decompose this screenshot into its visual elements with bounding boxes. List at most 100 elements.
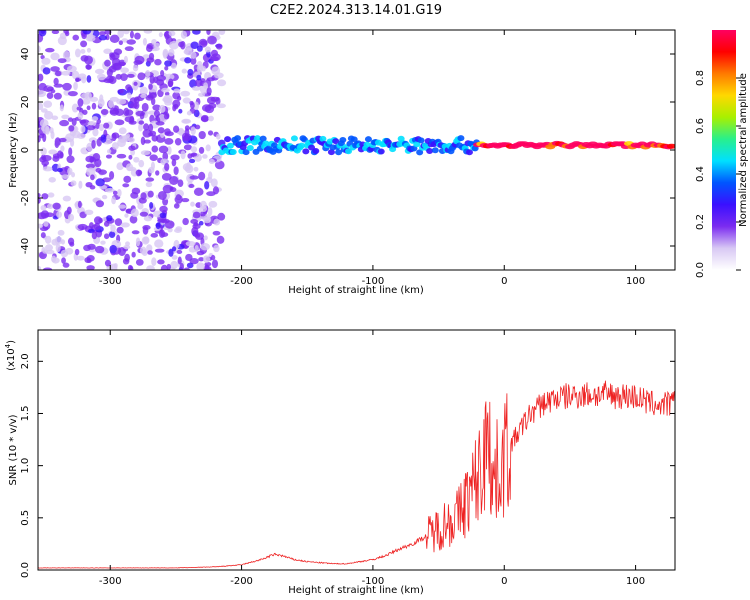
spectrogram-cell [99, 94, 104, 103]
y-tick-label: 1.0 [20, 458, 31, 474]
spectrogram-cell [96, 73, 106, 81]
x-tick-label: -200 [230, 576, 253, 587]
spectrogram-cell [120, 73, 128, 82]
spectrogram-cell [159, 104, 166, 113]
spectrogram-cell [118, 127, 127, 135]
spectrogram-cell [190, 57, 197, 65]
spectrogram-cell [206, 87, 212, 96]
spectrogram-cell [377, 148, 385, 155]
spectrogram-cell [106, 215, 113, 222]
spectrogram-cell [194, 244, 199, 253]
spectrogram-cell [148, 83, 153, 90]
spectrogram-cell [204, 46, 211, 53]
spectrogram-cell [52, 202, 61, 210]
spectrogram-cell [98, 35, 108, 41]
spectrogram-cell [181, 198, 190, 203]
spectrogram-cell [116, 98, 127, 105]
spectrogram-cell [60, 145, 65, 152]
spectrogram-cell [120, 67, 130, 74]
spectrogram-cell [213, 218, 221, 226]
spectrogram-cell [112, 62, 122, 71]
spectrogram-cell [183, 144, 192, 151]
spectrogram-cell [150, 233, 159, 238]
spectrogram-cell [145, 70, 151, 78]
spectrogram-cell [42, 166, 53, 172]
spectrogram-cell [129, 265, 134, 270]
spectrogram-cell [178, 41, 185, 48]
spectrogram-cell [91, 139, 96, 149]
snr-frame [37, 329, 676, 571]
x-tick-label: -300 [99, 276, 122, 287]
spectrogram-cell [210, 49, 218, 57]
spectrogram-cell [111, 142, 119, 150]
spectrogram-cell [152, 104, 161, 111]
spectrogram-cell [58, 137, 67, 143]
spectrogram-cell [202, 255, 211, 263]
spectrogram-cell [42, 67, 51, 75]
spectrogram-cell [168, 30, 176, 37]
spectrogram-cell [234, 135, 242, 142]
spectrogram-cell [133, 81, 138, 86]
spectrogram-cell [166, 146, 172, 155]
spectrogram-cell [74, 48, 81, 58]
spectrogram-cell [666, 143, 675, 149]
spectrogram-cell [123, 30, 130, 35]
spectrogram-cell [74, 248, 80, 256]
spectrogram-cell [145, 95, 154, 101]
spectrogram-cell [50, 52, 60, 61]
spectrogram-cell [202, 265, 212, 270]
spectrogram-cell [67, 117, 74, 122]
colorbar-label: Normalized spectral amplitude [738, 73, 749, 227]
spectrogram-cell [103, 233, 110, 240]
spectrogram-cell [186, 262, 194, 269]
spectrogram-cell [51, 30, 60, 35]
spectrogram-cell [105, 75, 114, 83]
spectrogram-cell [104, 59, 111, 67]
spectrogram-cell [77, 98, 84, 107]
spectrogram-cell [302, 148, 310, 155]
x-tick-label: -100 [362, 276, 385, 287]
spectrogram-cell [176, 95, 182, 101]
spectrogram-cell [105, 154, 113, 159]
spectrogram-cell [123, 244, 131, 250]
spectrogram-cell [327, 149, 335, 156]
spectrogram-cell [339, 136, 347, 143]
spectrogram-cell [48, 177, 56, 183]
spectrogram-cell [156, 79, 165, 86]
spectrogram-cell [104, 188, 115, 193]
spectrogram-cell [115, 108, 124, 116]
spectrogram-cell [38, 102, 44, 111]
spectrogram-cell [61, 114, 70, 120]
spectrogram-cell [79, 119, 87, 124]
spectrogram-cell [47, 192, 55, 198]
spectrogram-cell [159, 212, 167, 219]
spectrogram-cell [65, 31, 70, 37]
spectrogram-cell [149, 154, 158, 161]
spectrogram-cell [72, 34, 80, 41]
spectrogram-cell [75, 77, 80, 83]
spectrogram-cell [154, 248, 165, 253]
spectrogram-cell [106, 149, 112, 154]
spectrogram-cell [180, 30, 188, 39]
spectrogram-cell [168, 248, 174, 257]
spectrogram-cell [126, 39, 136, 45]
spectrogram-cell [116, 162, 124, 171]
spectrogram-cell [117, 30, 125, 38]
spectrogram-cell [78, 73, 87, 80]
spectrogram-cell [118, 204, 127, 209]
spectrogram-cell [68, 125, 75, 132]
spectrogram-cell [129, 97, 137, 104]
spectrogram-cell [109, 171, 115, 180]
spectrogram-cell [174, 228, 182, 234]
spectrogram-cell [85, 35, 96, 42]
spectrogram-cell [215, 133, 221, 140]
spectrogram-cell [84, 209, 94, 216]
spectrogram-cell [182, 97, 191, 104]
spectrogram-cell [109, 52, 115, 58]
spectrogram-cell [200, 211, 206, 217]
spectrogram-cell [38, 45, 41, 53]
spectrogram-cell [38, 265, 42, 270]
spectrogram-cell [151, 145, 159, 153]
spectrogram-cell [60, 249, 69, 258]
